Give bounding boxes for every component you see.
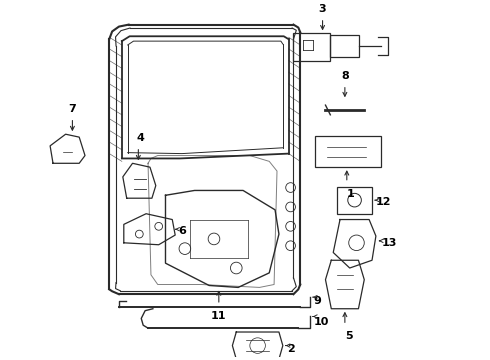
Text: 7: 7 (69, 104, 76, 114)
Text: 13: 13 (382, 238, 397, 248)
Text: 9: 9 (314, 296, 322, 306)
Text: 1: 1 (347, 189, 355, 198)
Text: 6: 6 (178, 226, 186, 236)
Text: 10: 10 (314, 317, 329, 327)
Text: 3: 3 (319, 4, 326, 14)
Text: 12: 12 (376, 197, 392, 207)
Text: 5: 5 (345, 331, 353, 341)
Text: 11: 11 (211, 311, 226, 321)
Text: 2: 2 (287, 345, 294, 355)
Text: 8: 8 (341, 71, 349, 81)
Text: 4: 4 (136, 133, 144, 143)
